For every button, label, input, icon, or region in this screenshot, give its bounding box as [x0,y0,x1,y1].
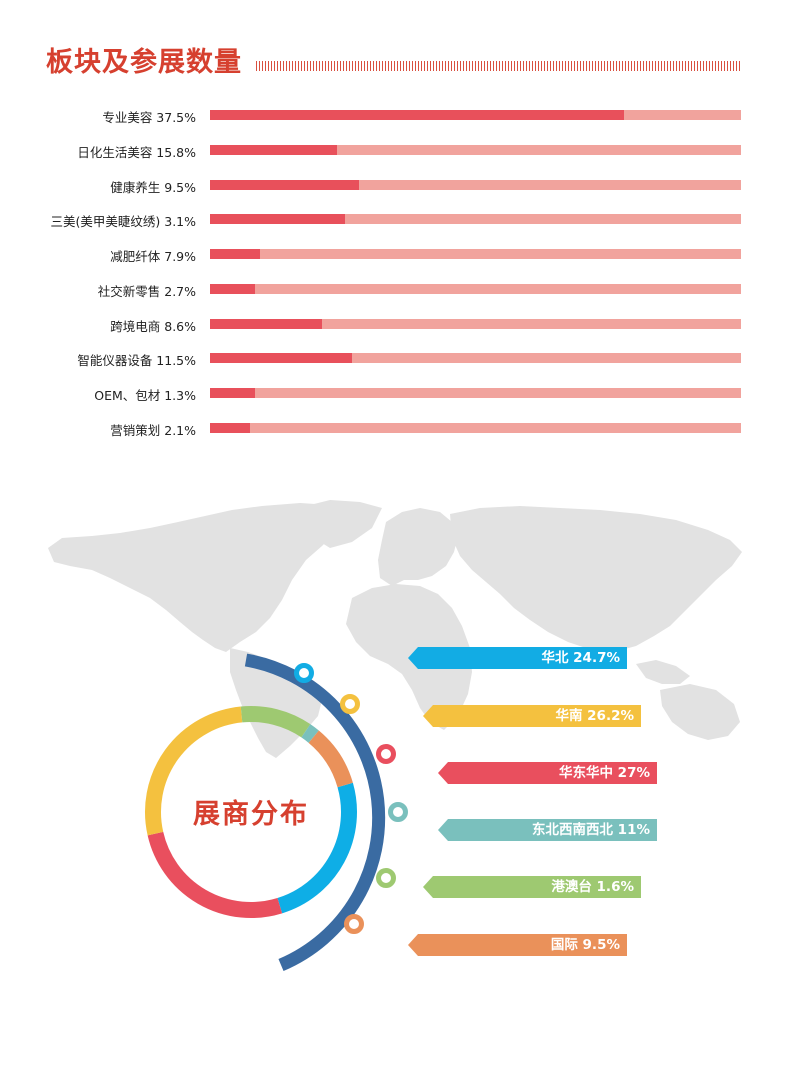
bar-label: 三美(美甲美睫纹绣) 3.1% [50,214,196,230]
bar-row: OEM、包材 1.3% [0,388,794,403]
title-hatched-rule [256,61,742,71]
bar-label: 日化生活美容 15.8% [77,144,196,160]
bar-fill [210,283,256,294]
greenland-shape [302,500,382,548]
bar-row: 跨境电商 8.6% [0,318,794,334]
bar-fill [210,249,261,259]
ring-segment [301,724,319,743]
bar-row: 专业美容 37.5% [0,110,794,125]
bar-track [210,422,741,433]
bar-label: 跨境电商 8.6% [110,318,196,334]
region-tag: 华南 26.2% [423,705,641,727]
bar-row: 日化生活美容 15.8% [0,144,794,160]
bar-fill [210,110,625,120]
arc-marker-dot [388,802,408,822]
bar-track [210,110,741,120]
bar-row: 健康养生 9.5% [0,179,794,195]
bar-fill [210,179,359,190]
bar-fill [210,214,346,225]
bar-row: 减肥纤体 7.9% [0,249,794,264]
ring-title: 展商分布 [193,799,309,830]
bar-track [210,283,741,294]
north-america-shape [48,503,346,652]
bar-row: 三美(美甲美睫纹绣) 3.1% [0,214,794,230]
arc-marker-dot [340,694,360,714]
region-tag: 华东华中 27% [438,762,657,784]
bar-track [210,388,741,398]
region-tag: 港澳台 1.6% [423,876,641,898]
bar-fill [210,353,353,364]
bar-track [210,214,741,225]
bar-row: 智能仪器设备 11.5% [0,353,794,369]
arc-marker-dot [376,868,396,888]
bar-track [210,144,741,155]
arc-marker-dot [376,744,396,764]
bar-fill [210,318,322,329]
bar-label: 健康养生 9.5% [110,179,196,195]
bar-track [210,318,741,329]
arc-marker-dot [344,914,364,934]
bar-label: 营销策划 2.1% [110,422,196,438]
bar-fill [210,422,250,433]
ring-segment [240,706,311,738]
region-tag: 国际 9.5% [408,934,627,956]
bar-track [210,179,741,190]
bar-row: 社交新零售 2.7% [0,283,794,299]
indonesia-shape [636,660,690,684]
europe-shape [378,508,458,586]
bar-track [210,249,741,259]
arc-marker-dot [294,663,314,683]
ring-segment [145,706,243,836]
region-tag: 华北 24.7% [408,647,627,669]
region-tag: 东北西南西北 11% [438,819,657,841]
bar-fill [210,388,256,398]
australia-shape [660,684,740,740]
ring-segment [147,831,283,918]
section-title: 板块及参展数量 [46,47,242,78]
bar-fill [210,144,338,155]
bar-label: 专业美容 37.5% [102,110,196,125]
asia-shape [450,506,742,652]
bar-track [210,353,741,364]
bar-label: 智能仪器设备 11.5% [77,353,196,369]
bar-row: 营销策划 2.1% [0,422,794,438]
ring-segment [277,782,357,914]
arc-markers [294,663,408,934]
donut-ring [145,706,357,918]
bar-label: OEM、包材 1.3% [94,388,196,403]
bar-label: 社交新零售 2.7% [97,283,196,299]
ring-segment [308,730,353,788]
bar-label: 减肥纤体 7.9% [110,249,196,264]
